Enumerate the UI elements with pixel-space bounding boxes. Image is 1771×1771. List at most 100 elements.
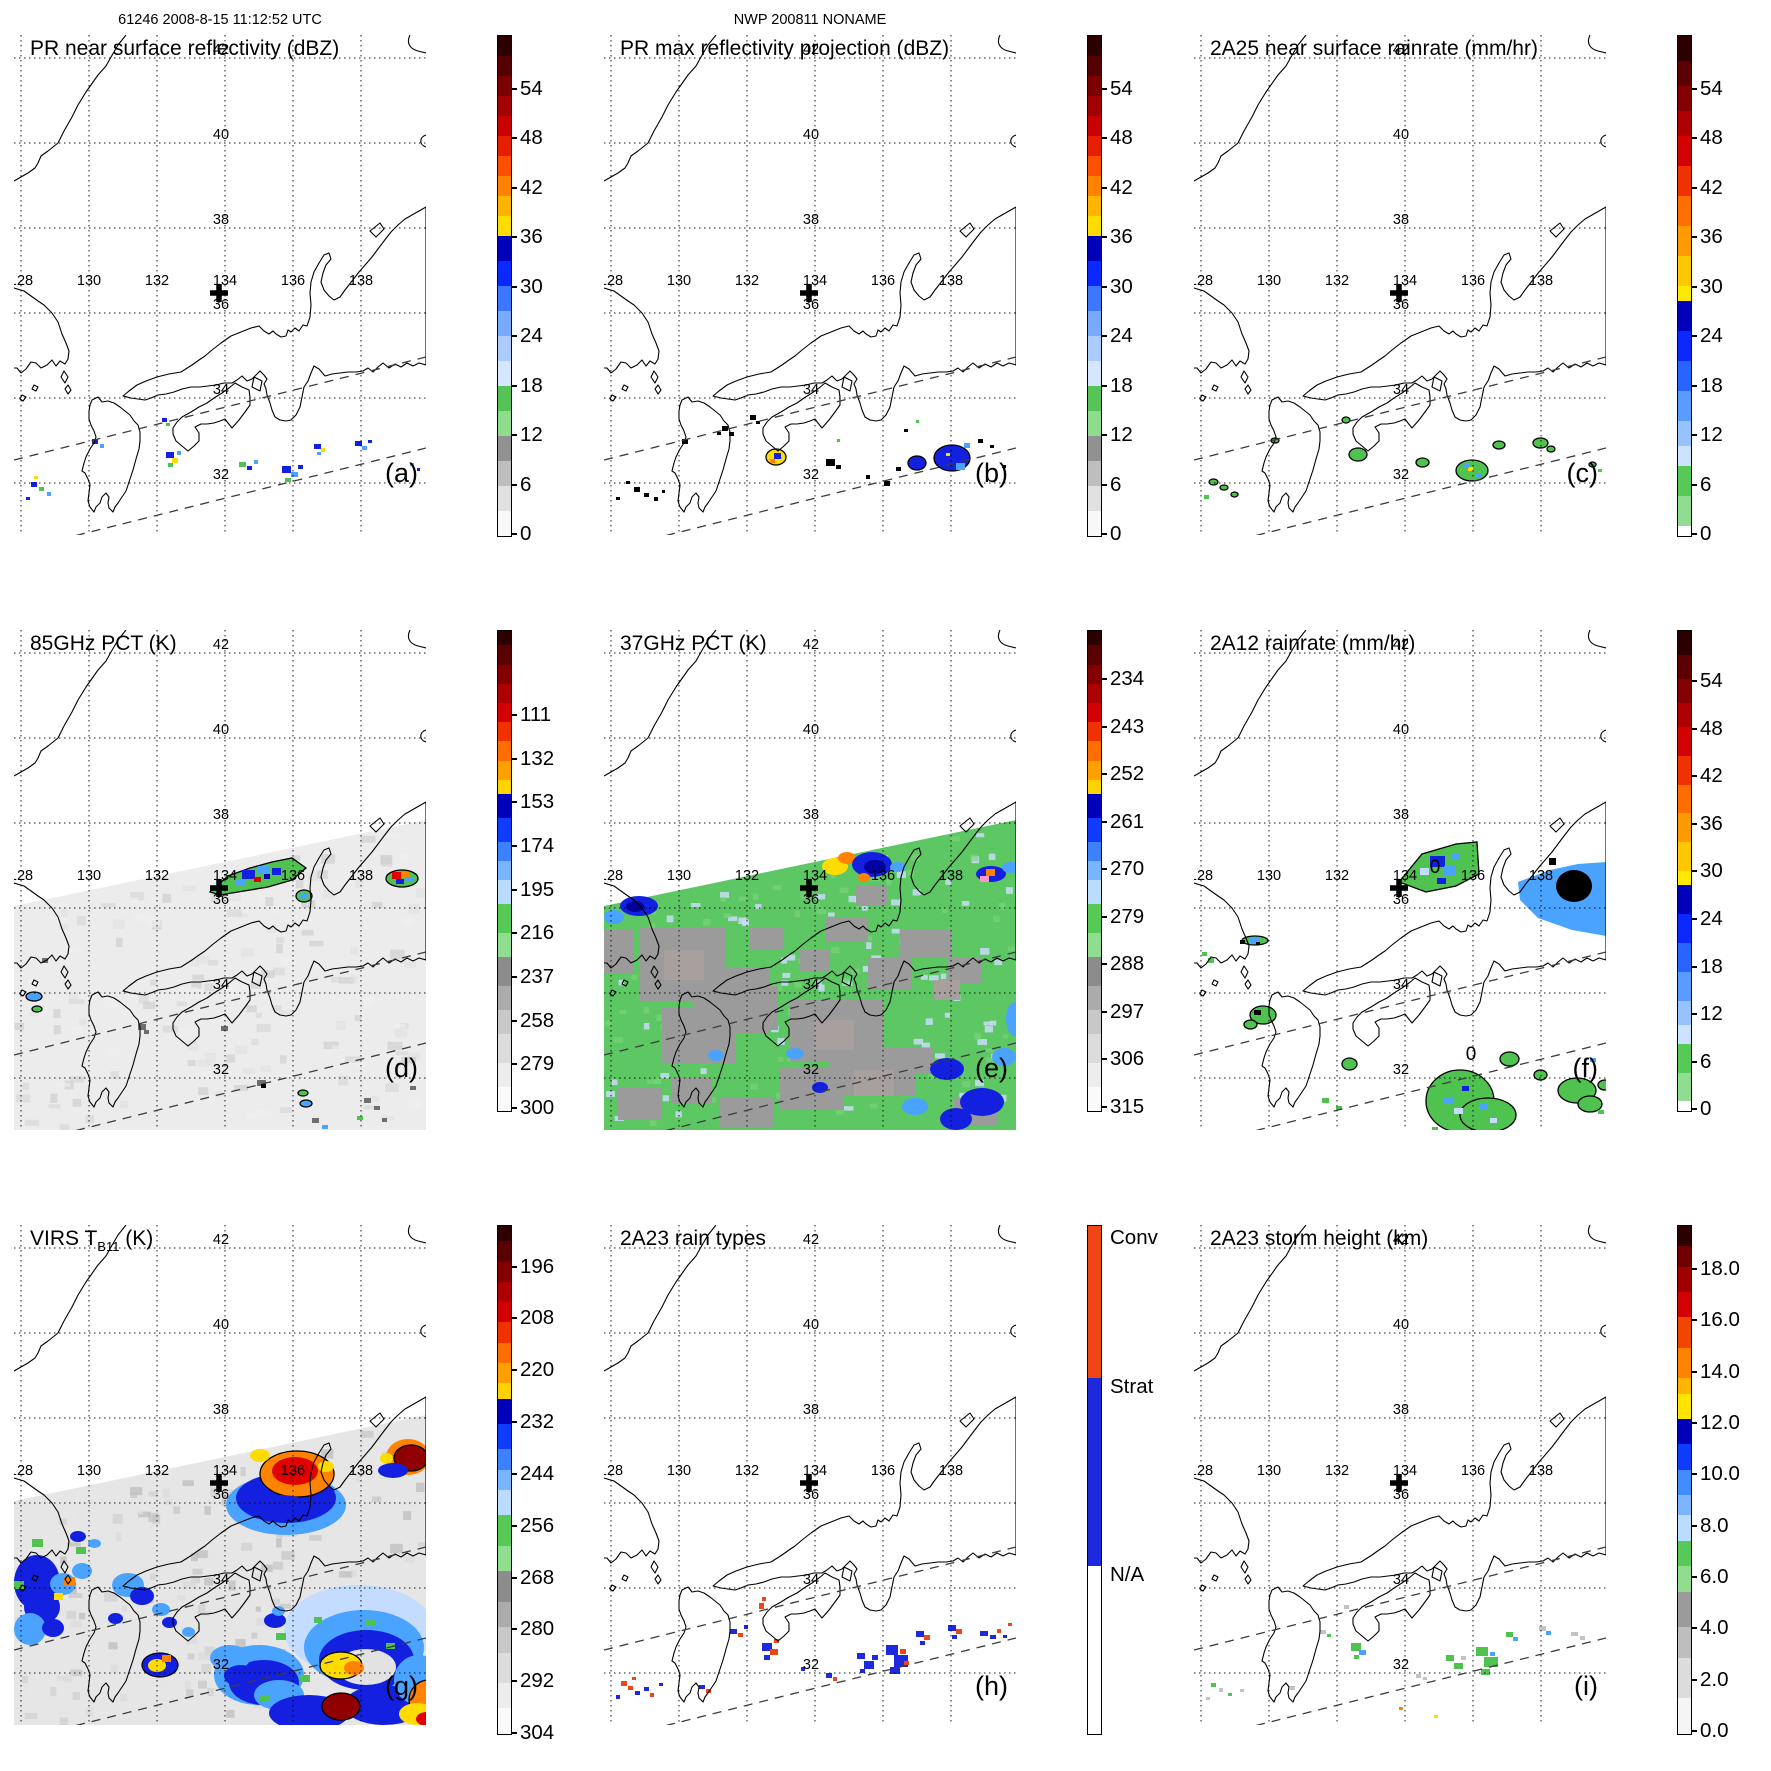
svg-text:38: 38 <box>1393 212 1409 228</box>
svg-text:132: 132 <box>735 868 759 884</box>
colorbar-tick <box>1692 1524 1697 1527</box>
colorbar-label: 14.0 <box>1700 1359 1740 1383</box>
swath-edge-lines <box>1194 356 1606 535</box>
colorbar-segment <box>498 1490 511 1516</box>
colorbar-segment <box>1088 361 1101 386</box>
colorbar-label: 48 <box>1110 126 1133 149</box>
colorbar-segment <box>1678 703 1691 727</box>
svg-text:130: 130 <box>667 1463 691 1479</box>
panel-d: 128130132134136138424038363432 85GHz PCT… <box>14 630 426 1130</box>
colorbar-label: 12 <box>520 423 543 446</box>
colorbar-segment <box>498 1322 511 1343</box>
colorbar-segment <box>1678 1292 1691 1318</box>
coastlines <box>604 1225 1016 1703</box>
map-c: 128130132134136138424038363432 <box>1194 35 1606 535</box>
colorbar-segment <box>498 236 511 261</box>
svg-text:42: 42 <box>803 1232 819 1248</box>
colorbar-tick <box>1102 1010 1107 1013</box>
colorbar-segment <box>1678 1378 1691 1394</box>
colorbar-label: 280 <box>520 1617 555 1641</box>
svg-text:138: 138 <box>939 1463 963 1479</box>
colorbar-tick <box>1692 1108 1697 1111</box>
colorbar-segment <box>1678 1469 1691 1496</box>
map-d: 128130132134136138424038363432 <box>14 630 426 1130</box>
colorbar-segment <box>1088 1086 1101 1111</box>
colorbar-label: 0 <box>520 522 532 545</box>
colorbar-tick <box>512 1019 517 1022</box>
data-features <box>616 415 1006 501</box>
colorbar-segment <box>1678 286 1691 301</box>
svg-text:128: 128 <box>14 1463 33 1479</box>
colorbar-segment <box>1088 741 1101 761</box>
svg-text:132: 132 <box>1325 1463 1349 1479</box>
map-g: 128130132134136138424038363432 <box>14 1225 426 1725</box>
colorbar-segment <box>1678 86 1691 111</box>
panel-title-b: PR max reflectivity projection (dBZ) <box>620 37 950 60</box>
colorbar-segment <box>498 1034 511 1063</box>
colorbar-c: 54 48 42 36 30 24 18 12 6 0 <box>1677 35 1723 545</box>
colorbar-label: 24 <box>520 324 543 347</box>
svg-text:132: 132 <box>145 1463 169 1479</box>
panel-title-e: 37GHz PCT (K) <box>620 632 767 655</box>
svg-text:32: 32 <box>213 1062 229 1078</box>
colorbar-segment <box>1678 885 1691 915</box>
colorbar-segment <box>1678 755 1691 785</box>
graticule <box>604 1225 1016 1725</box>
colorbar-tick <box>512 1524 517 1527</box>
grid-labels: 128130132134136138424038363432 <box>1194 42 1553 483</box>
colorbar-tick <box>512 236 517 238</box>
colorbar-label: 42 <box>1700 175 1723 199</box>
colorbar-label: 279 <box>520 1052 555 1076</box>
colorbar-segment <box>1678 1317 1691 1348</box>
svg-text:136: 136 <box>281 1463 305 1479</box>
colorbar-tick <box>512 1421 517 1424</box>
data-features <box>1206 1605 1585 1718</box>
svg-text:128: 128 <box>604 273 623 289</box>
colorbar-tick <box>1102 678 1107 680</box>
colorbar-f: 54 48 42 36 30 24 18 12 6 0 <box>1677 630 1723 1120</box>
colorbar-tick <box>1692 1370 1697 1373</box>
panel-h: 128130132134136138424038363432 2A23 rain… <box>604 1225 1016 1725</box>
colorbar-label: 297 <box>1110 999 1145 1023</box>
colorbar-tick <box>512 483 517 486</box>
colorbar-segment <box>1088 779 1101 795</box>
colorbar-d: 111 132 153 174 195 216 237 258 279 300 <box>497 630 554 1119</box>
colorbar-segment <box>1088 861 1101 881</box>
svg-text:32: 32 <box>213 1657 229 1673</box>
svg-text:40: 40 <box>213 1317 229 1333</box>
colorbar-label: 16.0 <box>1700 1308 1740 1332</box>
colorbar-tick <box>1692 1060 1697 1063</box>
colorbar-segment <box>1088 664 1101 684</box>
colorbar-segment <box>1678 842 1691 871</box>
colorbar-tick <box>1102 87 1107 90</box>
panel-a: 128130132134136138424038363432 PR near s… <box>14 35 426 535</box>
colorbar-segment <box>1088 842 1101 862</box>
colorbar-tick <box>1102 963 1107 966</box>
colorbar-segment <box>1088 880 1101 905</box>
svg-text:42: 42 <box>1393 637 1409 653</box>
colorbar-segment <box>498 1302 511 1323</box>
colorbar-tick <box>1692 335 1697 337</box>
colorbar-segment <box>498 176 511 196</box>
graticule <box>1194 1225 1606 1725</box>
colorbar-segment <box>1678 1657 1691 1699</box>
colorbar-segment <box>498 1571 511 1602</box>
panel-letter-a: (a) <box>385 458 418 488</box>
colorbar-tick <box>1102 483 1107 486</box>
colorbar-segment <box>1088 136 1101 156</box>
colorbar-segment <box>1088 904 1101 934</box>
colorbar-label: 54 <box>1110 76 1133 100</box>
map-b: 128130132134136138424038363432 <box>604 35 1016 535</box>
colorbar-segment <box>498 286 511 311</box>
data-features <box>1202 841 1606 1130</box>
colorbar-segment <box>1678 813 1691 843</box>
colorbar-label: 256 <box>520 1513 555 1537</box>
coastlines <box>1194 35 1606 513</box>
colorbar-segment <box>1088 645 1101 665</box>
colorbar-segment <box>498 702 511 723</box>
colorbar-label: 30 <box>1700 859 1723 883</box>
colorbar-segment <box>1088 196 1101 216</box>
svg-text:42: 42 <box>1393 1232 1409 1248</box>
colorbar-label: 48 <box>1700 126 1723 149</box>
colorbar-segment <box>1088 386 1101 411</box>
